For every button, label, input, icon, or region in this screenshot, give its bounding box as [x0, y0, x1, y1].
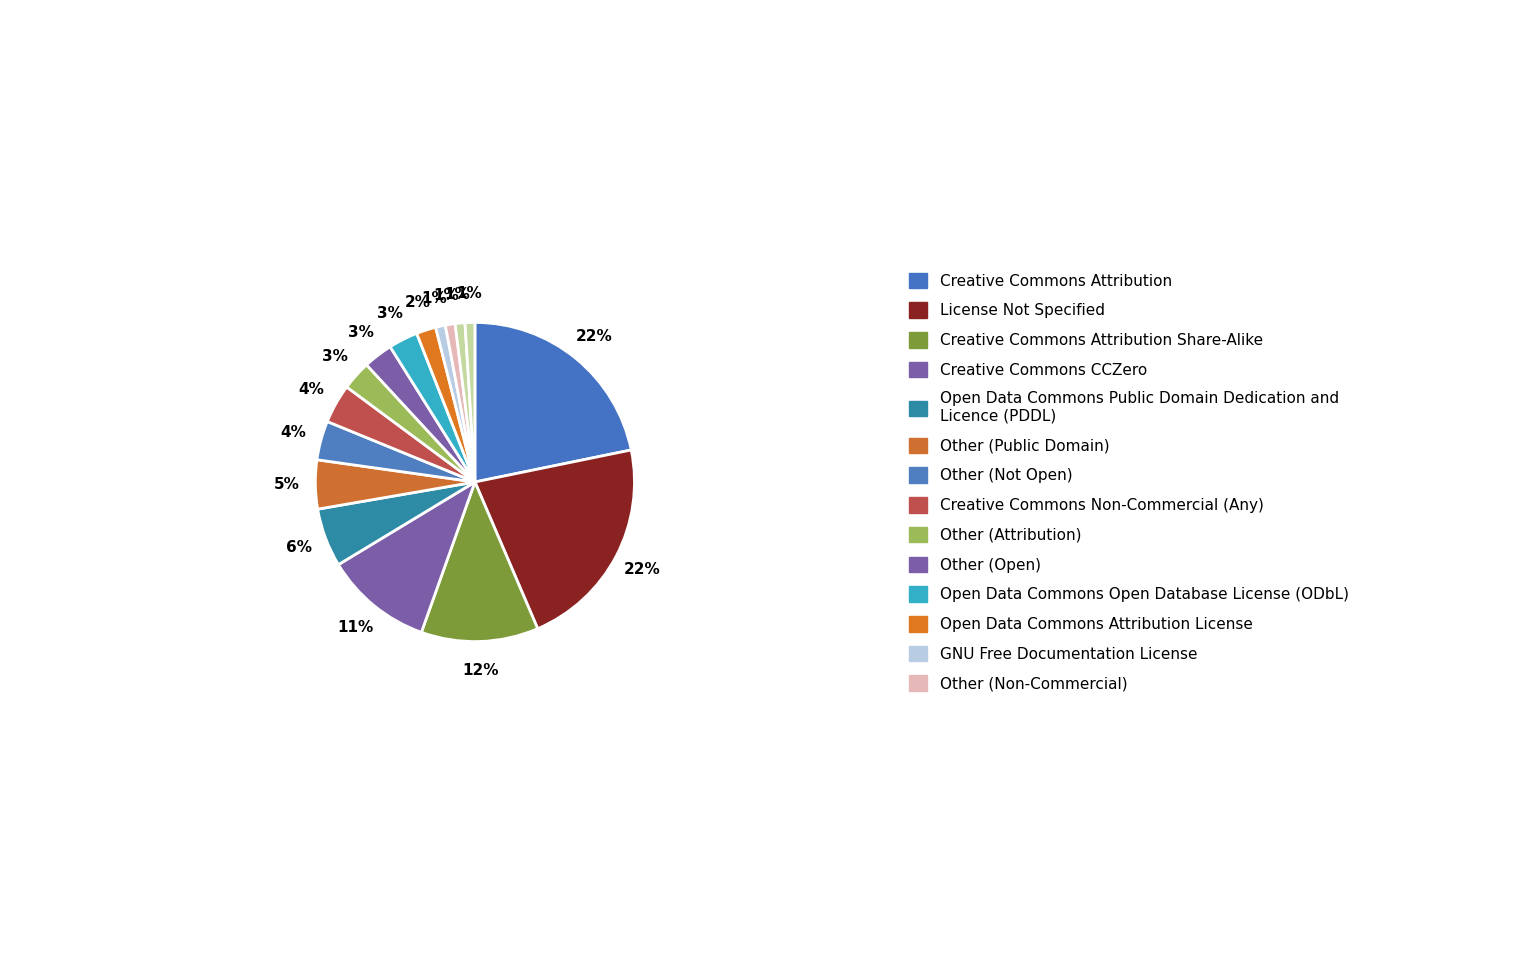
Text: 1%: 1%	[434, 288, 458, 304]
Text: 2%: 2%	[404, 295, 430, 310]
Wedge shape	[421, 482, 538, 642]
Text: 3%: 3%	[348, 325, 374, 340]
Text: 4%: 4%	[280, 425, 306, 441]
Wedge shape	[391, 334, 475, 482]
Wedge shape	[316, 460, 475, 509]
Wedge shape	[317, 482, 475, 565]
Wedge shape	[435, 325, 475, 482]
Text: 5%: 5%	[274, 477, 300, 493]
Wedge shape	[475, 322, 631, 482]
Wedge shape	[475, 450, 634, 629]
Text: 12%: 12%	[463, 662, 499, 678]
Wedge shape	[317, 421, 475, 482]
Text: 1%: 1%	[421, 291, 447, 306]
Text: 1%: 1%	[457, 286, 483, 302]
Wedge shape	[366, 347, 475, 482]
Wedge shape	[346, 364, 475, 482]
Wedge shape	[339, 482, 475, 632]
Wedge shape	[466, 322, 475, 482]
Text: 1%: 1%	[444, 287, 470, 302]
Wedge shape	[328, 387, 475, 482]
Wedge shape	[417, 328, 475, 482]
Text: 6%: 6%	[285, 541, 311, 555]
Text: 3%: 3%	[322, 349, 348, 363]
Text: 4%: 4%	[297, 382, 323, 397]
Wedge shape	[455, 323, 475, 482]
Text: 22%: 22%	[576, 329, 613, 343]
Text: 3%: 3%	[377, 307, 403, 321]
Legend: Creative Commons Attribution, License Not Specified, Creative Commons Attributio: Creative Commons Attribution, License No…	[908, 273, 1348, 691]
Wedge shape	[446, 324, 475, 482]
Text: 11%: 11%	[337, 621, 374, 635]
Text: 22%: 22%	[624, 562, 660, 576]
